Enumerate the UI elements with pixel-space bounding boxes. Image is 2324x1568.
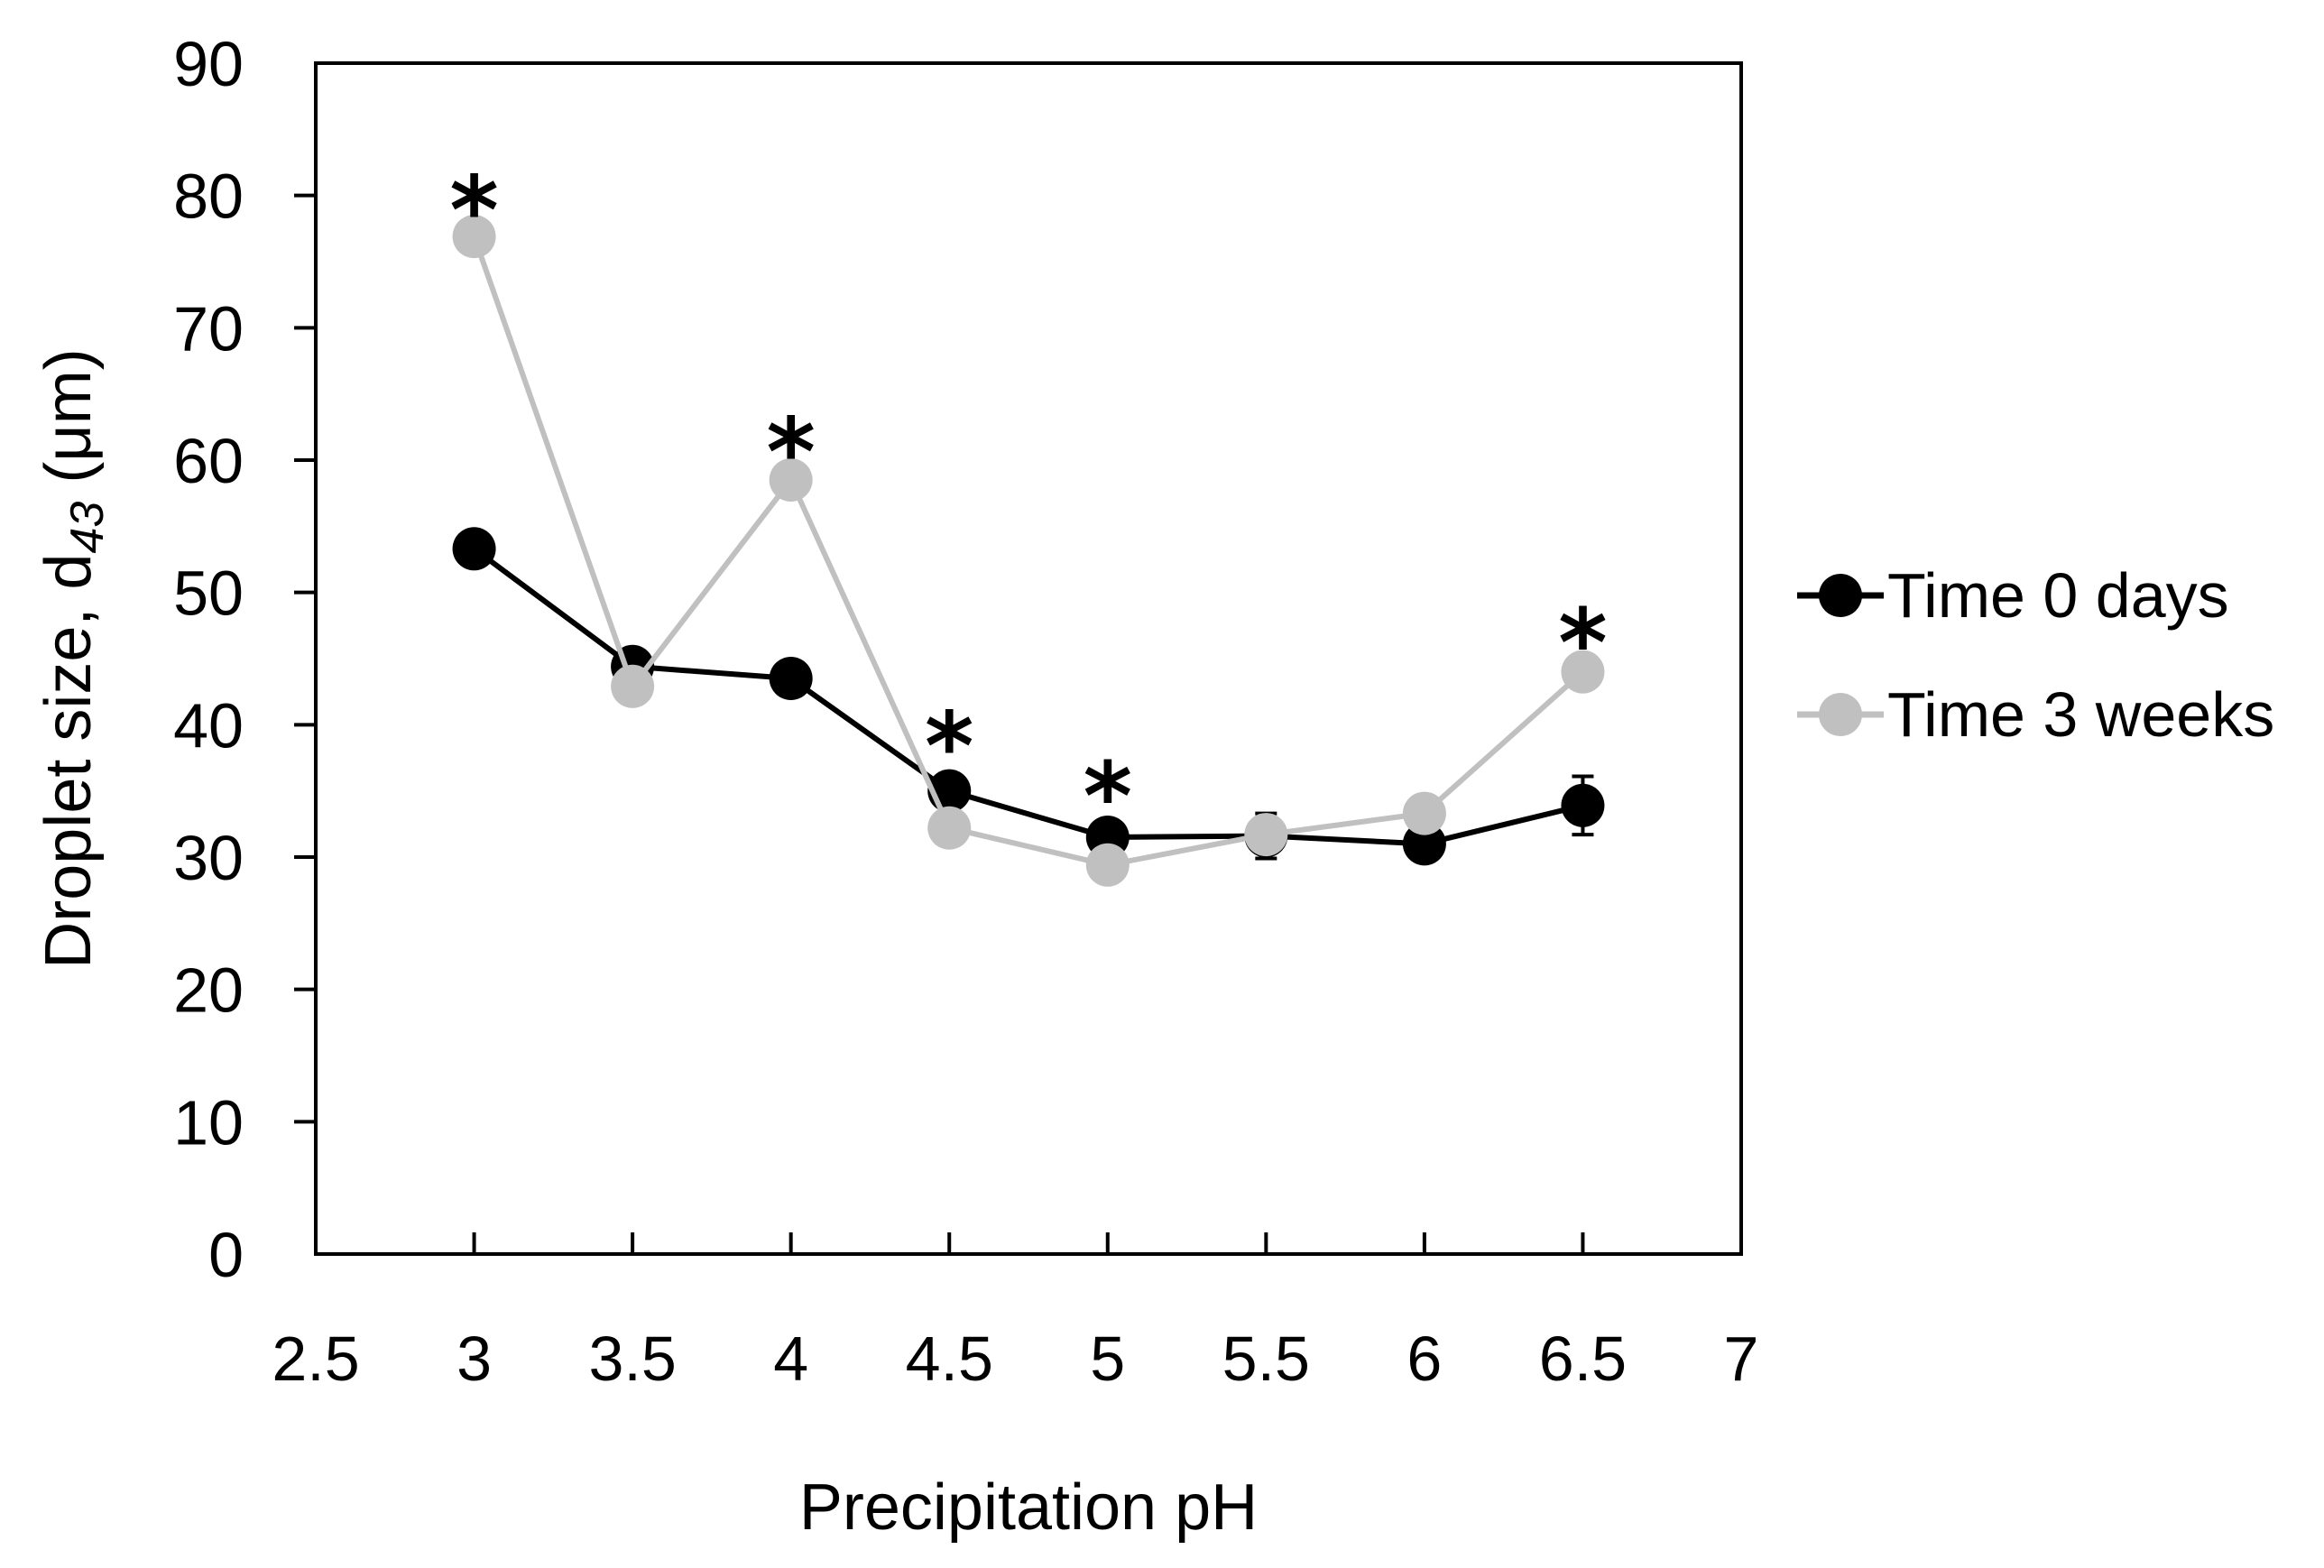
y-tick-label: 70 bbox=[173, 293, 244, 364]
y-tick-label: 60 bbox=[173, 426, 244, 496]
y-tick-label: 90 bbox=[173, 29, 244, 99]
significance-marker: * bbox=[925, 691, 973, 801]
y-tick-label: 50 bbox=[173, 558, 244, 629]
series-line-time-0-days bbox=[472, 546, 1584, 847]
data-point-time-3-weeks bbox=[611, 664, 655, 708]
y-axis-ticks: 0 10 20 30 40 50 60 70 80 90 bbox=[173, 29, 316, 1290]
series-time-3-weeks bbox=[452, 215, 1605, 887]
data-point-time-3-weeks bbox=[1402, 791, 1446, 835]
series-line-time-3-weeks bbox=[471, 235, 1585, 868]
y-tick-label: 10 bbox=[173, 1087, 244, 1158]
x-tick-label: 5.5 bbox=[1222, 1324, 1310, 1394]
x-tick-label: 3.5 bbox=[588, 1324, 676, 1394]
plot-area-frame bbox=[314, 61, 1743, 1256]
data-point-time-0-days bbox=[1561, 783, 1605, 827]
y-tick-label: 20 bbox=[173, 955, 244, 1026]
data-point-time-3-weeks bbox=[1085, 843, 1130, 887]
y-tick-label: 80 bbox=[173, 161, 244, 232]
x-tick-label: 5 bbox=[1090, 1324, 1125, 1394]
y-tick-label: 40 bbox=[173, 690, 244, 761]
x-axis-title: Precipitation pH bbox=[799, 1471, 1258, 1544]
annotation-layer: * * * * * bbox=[449, 155, 1607, 852]
data-point-time-0-days bbox=[452, 527, 496, 571]
data-point-time-3-weeks bbox=[1244, 813, 1288, 857]
legend-label-time-0-days: Time 0 days bbox=[1887, 560, 2229, 631]
x-tick-label: 7 bbox=[1724, 1324, 1759, 1394]
x-tick-label: 3 bbox=[456, 1324, 492, 1394]
y-axis-title-subscript: 43 bbox=[61, 502, 114, 554]
x-tick-label: 2.5 bbox=[272, 1324, 359, 1394]
legend-marker-time-0-days bbox=[1819, 574, 1862, 617]
y-tick-label: 0 bbox=[208, 1220, 244, 1290]
legend: Time 0 days Time 3 weeks bbox=[1797, 560, 2274, 750]
legend-marker-time-3-weeks bbox=[1819, 693, 1862, 736]
significance-marker: * bbox=[1558, 588, 1607, 698]
significance-marker: * bbox=[449, 155, 498, 265]
y-axis-title-unit: (μm) bbox=[32, 348, 105, 501]
data-point-time-0-days bbox=[1402, 822, 1446, 866]
data-point-time-3-weeks bbox=[452, 215, 496, 259]
legend-entry-time-3-weeks: Time 3 weeks bbox=[1797, 679, 2274, 750]
x-tick-label: 4.5 bbox=[906, 1324, 993, 1394]
x-tick-label: 4 bbox=[773, 1324, 808, 1394]
legend-label-time-3-weeks: Time 3 weeks bbox=[1887, 679, 2274, 750]
data-point-time-3-weeks bbox=[927, 806, 972, 850]
x-tick-label: 6 bbox=[1406, 1324, 1442, 1394]
legend-entry-time-0-days: Time 0 days bbox=[1797, 560, 2229, 631]
x-tick-label: 6.5 bbox=[1539, 1324, 1627, 1394]
x-axis-ticks: 2.5 3 3.5 4 4.5 5 5.5 6 6.5 7 bbox=[272, 1232, 1758, 1394]
significance-marker: * bbox=[766, 398, 815, 508]
significance-marker: * bbox=[1084, 742, 1132, 852]
data-point-time-3-weeks bbox=[769, 458, 813, 502]
y-axis-title-main: Droplet size, d bbox=[32, 554, 105, 969]
data-point-time-0-days bbox=[769, 657, 813, 700]
data-point-time-3-weeks bbox=[1561, 650, 1605, 694]
y-axis-title: Droplet size, d43 (μm) bbox=[32, 348, 114, 968]
series-layer bbox=[452, 215, 1605, 887]
y-tick-label: 30 bbox=[173, 823, 244, 893]
